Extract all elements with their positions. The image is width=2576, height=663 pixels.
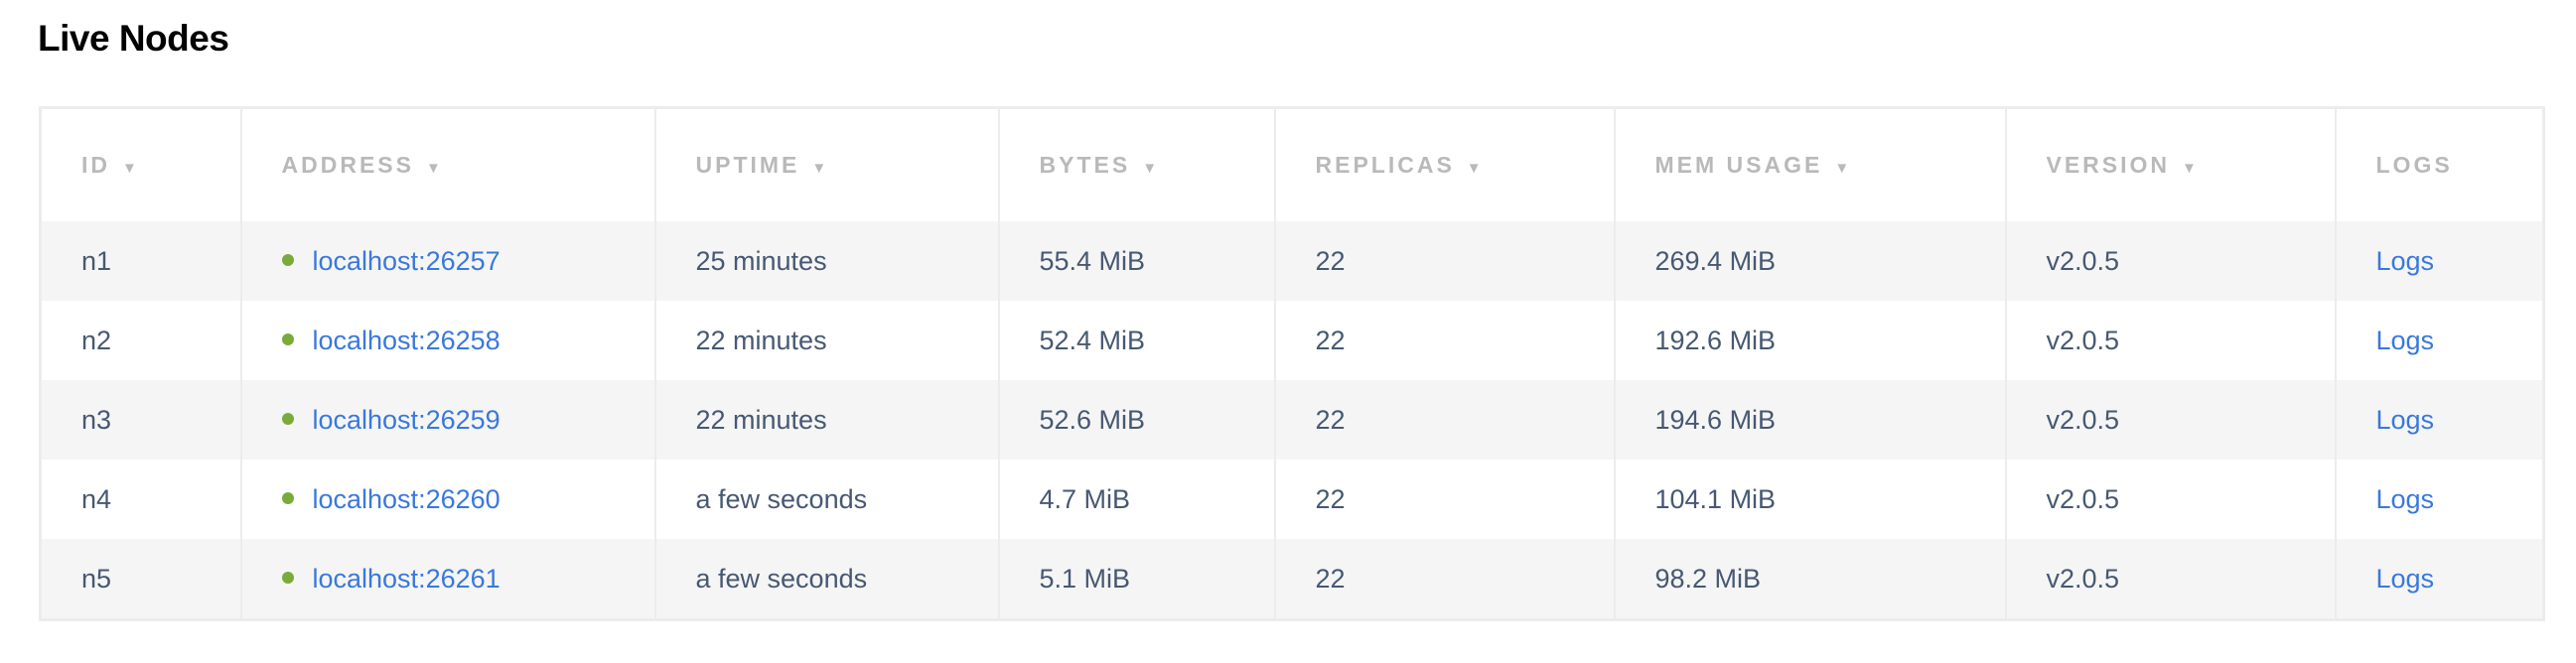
- cell-address: localhost:26261: [239, 539, 656, 620]
- cell-version: v2.0.5: [2004, 380, 2337, 460]
- column-header-label: ID: [81, 152, 110, 178]
- column-header-label: UPTIME: [695, 152, 800, 178]
- column-header-label: VERSION: [2046, 152, 2171, 178]
- live-nodes-table: ID ▼ ADDRESS ▼ UPTIME ▼ BYTES ▼ REPLICAS ▼ MEM USA…: [39, 106, 2545, 621]
- table-row: n5 localhost:26261 a few seconds 5.1 MiB 22 9…: [39, 539, 2545, 620]
- cell-id: n2: [39, 301, 242, 380]
- status-live-dot-icon: [281, 572, 294, 585]
- table-header-row: ID ▼ ADDRESS ▼ UPTIME ▼ BYTES ▼ REPLICAS ▼ MEM USA…: [39, 107, 2545, 221]
- node-address-link[interactable]: localhost:26257: [312, 245, 501, 276]
- node-address-link[interactable]: localhost:26258: [312, 325, 501, 355]
- logs-link[interactable]: Logs: [2375, 483, 2435, 514]
- column-header-label: LOGS: [2375, 152, 2453, 178]
- logs-link[interactable]: Logs: [2375, 325, 2435, 355]
- table-row: n3 localhost:26259 22 minutes 52.6 MiB 22 194…: [39, 380, 2545, 460]
- cell-version: v2.0.5: [2004, 539, 2337, 620]
- column-header-uptime[interactable]: UPTIME ▼: [653, 107, 1000, 221]
- cell-uptime: 22 minutes: [653, 301, 1000, 380]
- cell-version: v2.0.5: [2004, 221, 2337, 301]
- logs-link[interactable]: Logs: [2375, 404, 2435, 435]
- table-body: n1 localhost:26257 25 minutes 55.4 MiB 22 269…: [39, 221, 2545, 620]
- column-header-address[interactable]: ADDRESS ▼: [239, 107, 656, 221]
- sort-caret-icon[interactable]: ▼: [1466, 160, 1482, 177]
- column-header-logs: LOGS: [2334, 107, 2545, 221]
- cell-replicas: 22: [1273, 380, 1616, 460]
- cell-id: n1: [39, 221, 242, 301]
- column-header-id[interactable]: ID ▼: [39, 107, 242, 221]
- cell-address: localhost:26259: [239, 380, 656, 460]
- cell-uptime: 22 minutes: [653, 380, 1000, 460]
- column-header-label: BYTES: [1039, 152, 1131, 178]
- cell-replicas: 22: [1273, 301, 1616, 380]
- table-row: n1 localhost:26257 25 minutes 55.4 MiB 22 269…: [39, 221, 2545, 301]
- cell-bytes: 4.7 MiB: [997, 460, 1276, 539]
- cell-id: n4: [39, 460, 242, 539]
- cell-logs: Logs: [2334, 301, 2545, 380]
- cell-replicas: 22: [1273, 221, 1616, 301]
- cell-replicas: 22: [1273, 460, 1616, 539]
- sort-caret-icon[interactable]: ▼: [1834, 160, 1850, 177]
- cell-bytes: 55.4 MiB: [997, 221, 1276, 301]
- column-header-bytes[interactable]: BYTES ▼: [997, 107, 1276, 221]
- column-header-label: ADDRESS: [281, 152, 414, 178]
- cell-id: n3: [39, 380, 242, 460]
- cell-address: localhost:26258: [239, 301, 656, 380]
- cell-mem: 98.2 MiB: [1613, 539, 2007, 620]
- cell-replicas: 22: [1273, 539, 1616, 620]
- cell-id: n5: [39, 539, 242, 620]
- cell-uptime: a few seconds: [653, 460, 1000, 539]
- column-header-label: MEM USAGE: [1654, 152, 1823, 178]
- status-live-dot-icon: [281, 413, 294, 426]
- column-header-label: REPLICAS: [1315, 152, 1455, 178]
- table-row: n4 localhost:26260 a few seconds 4.7 MiB 22 1…: [39, 460, 2545, 539]
- cell-address: localhost:26260: [239, 460, 656, 539]
- cell-address: localhost:26257: [239, 221, 656, 301]
- node-address-link[interactable]: localhost:26259: [312, 404, 501, 435]
- cell-bytes: 5.1 MiB: [997, 539, 1276, 620]
- sort-caret-icon[interactable]: ▼: [122, 160, 137, 177]
- cell-mem: 269.4 MiB: [1613, 221, 2007, 301]
- cell-mem: 192.6 MiB: [1613, 301, 2007, 380]
- node-address-link[interactable]: localhost:26261: [312, 563, 501, 594]
- status-live-dot-icon: [281, 492, 294, 505]
- cell-uptime: a few seconds: [653, 539, 1000, 620]
- page-title: Live Nodes: [38, 18, 229, 59]
- column-header-version[interactable]: VERSION ▼: [2004, 107, 2337, 221]
- sort-caret-icon[interactable]: ▼: [425, 160, 441, 177]
- cell-mem: 104.1 MiB: [1613, 460, 2007, 539]
- column-header-replicas[interactable]: REPLICAS ▼: [1273, 107, 1616, 221]
- logs-link[interactable]: Logs: [2375, 245, 2435, 276]
- cell-bytes: 52.6 MiB: [997, 380, 1276, 460]
- cell-uptime: 25 minutes: [653, 221, 1000, 301]
- cell-logs: Logs: [2334, 380, 2545, 460]
- cell-version: v2.0.5: [2004, 301, 2337, 380]
- status-live-dot-icon: [281, 254, 294, 267]
- cell-logs: Logs: [2334, 460, 2545, 539]
- table-row: n2 localhost:26258 22 minutes 52.4 MiB 22 192…: [39, 301, 2545, 380]
- logs-link[interactable]: Logs: [2375, 563, 2435, 594]
- cell-version: v2.0.5: [2004, 460, 2337, 539]
- cell-mem: 194.6 MiB: [1613, 380, 2007, 460]
- column-header-mem-usage[interactable]: MEM USAGE ▼: [1613, 107, 2007, 221]
- node-address-link[interactable]: localhost:26260: [312, 483, 501, 514]
- cell-bytes: 52.4 MiB: [997, 301, 1276, 380]
- sort-caret-icon[interactable]: ▼: [2182, 160, 2197, 177]
- sort-caret-icon[interactable]: ▼: [1142, 160, 1158, 177]
- status-live-dot-icon: [281, 333, 294, 346]
- sort-caret-icon[interactable]: ▼: [811, 160, 827, 177]
- cell-logs: Logs: [2334, 221, 2545, 301]
- cell-logs: Logs: [2334, 539, 2545, 620]
